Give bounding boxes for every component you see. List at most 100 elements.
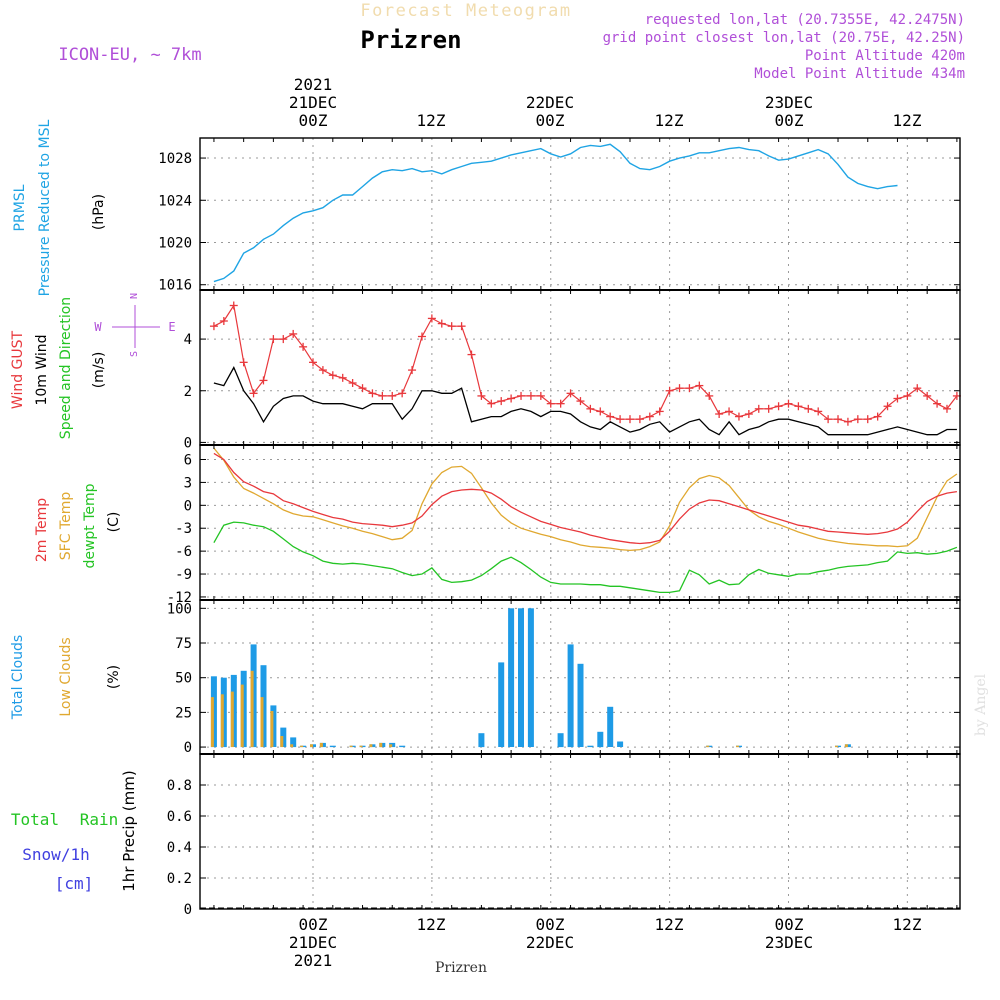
precip-y-tick-label: 0.6 [167, 809, 192, 825]
precip-y-tick-label: 0 [184, 902, 192, 918]
gust-marker [556, 399, 565, 408]
low-cloud-bar [835, 745, 838, 748]
total-cloud-bar [518, 608, 524, 747]
model-label: ICON-EU, ~ 7km [58, 45, 201, 65]
gust-marker [299, 342, 308, 351]
pressure-y-tick-label: 1020 [158, 236, 192, 252]
gust-marker [477, 391, 486, 400]
gust-marker [517, 391, 526, 400]
pressure-label-prmsl: PRMSL [12, 184, 28, 231]
gust-marker [447, 322, 456, 331]
wind-label-10m: 10m Wind [34, 334, 50, 405]
top-day-23dec: 23DEC [765, 93, 813, 112]
info-line-grid-point: grid point closest lon,lat (20.75E, 42.2… [603, 30, 965, 46]
cloud-y-tick-label: 0 [184, 740, 192, 756]
temp-y-tick-label: -3 [175, 521, 192, 537]
gust-marker [209, 322, 218, 331]
cloud-label-low: Low Clouds [58, 637, 74, 716]
grid-layer [200, 138, 960, 910]
wind-label-speed-dir: Speed and Direction [58, 297, 74, 439]
panel-frame-2 [199, 444, 961, 601]
precip-y-tick-label: 0.4 [167, 840, 192, 856]
info-line-altitude: Point Altitude 420m [805, 48, 965, 64]
gust-marker [546, 399, 555, 408]
low-cloud-bar [369, 744, 373, 748]
gust-marker [933, 399, 942, 408]
gust-marker [913, 384, 922, 393]
top-hour-5: 12Z [893, 111, 922, 130]
temp-label-unit: (C) [106, 512, 122, 533]
watermark: by Angel [973, 673, 989, 736]
pressure-y-tick-label: 1024 [158, 193, 192, 209]
gust-marker [843, 417, 852, 426]
gust-marker [576, 397, 585, 406]
bottom-hour-5: 12Z [893, 915, 922, 934]
gust-marker [487, 399, 496, 408]
pressure-y-tick-label: 1016 [158, 278, 192, 294]
gust-marker [318, 366, 327, 375]
total-cloud-bar [587, 745, 594, 748]
total-cloud-bar [597, 731, 604, 748]
temp-y-tick-label: 0 [184, 498, 192, 514]
top-year-label: 2021 [294, 75, 333, 94]
gust-marker [725, 407, 734, 416]
low-cloud-bar [706, 745, 710, 748]
gust-marker [368, 389, 377, 398]
wind-y-tick-label: 4 [184, 332, 192, 348]
cloud-y-tick-label: 75 [175, 636, 192, 652]
low-cloud-bar [319, 742, 323, 748]
low-cloud-bar [310, 744, 313, 748]
info-line-model-altitude: Model Point Altitude 434m [754, 66, 965, 82]
wind-y-tick-label: 2 [184, 384, 192, 400]
temp-label-2m: 2m Temp [34, 498, 50, 562]
top-day-22dec: 22DEC [526, 93, 574, 112]
gust-marker [289, 329, 298, 338]
total-cloud-bar [329, 745, 336, 748]
gust-marker [378, 391, 387, 400]
gust-marker [358, 384, 367, 393]
wind-label-gust: Wind GUST [10, 330, 26, 409]
low-cloud-bar [280, 736, 284, 748]
bottom-hour-2: 00Z [536, 915, 565, 934]
gust-marker [863, 415, 872, 424]
gust-line [213, 303, 958, 423]
top-hour-2: 00Z [536, 111, 565, 130]
gust-marker [705, 391, 714, 400]
total-cloud-bar [577, 663, 584, 747]
info-line-requested: requested lon,lat (20.7355E, 42.2475N) [645, 12, 965, 28]
pressure-line [213, 143, 898, 283]
cloud-y-tick-label: 50 [175, 671, 192, 687]
bottom-hour-3: 12Z [655, 915, 684, 934]
gust-marker [794, 402, 803, 411]
gust-marker [457, 322, 466, 331]
top-hour-3: 12Z [655, 111, 684, 130]
gust-marker [942, 404, 951, 413]
panel-frame-0 [199, 137, 961, 291]
gust-marker [348, 379, 357, 387]
low-cloud-bar [359, 745, 363, 748]
temp-y-tick-label: -6 [175, 544, 192, 560]
bottom-day-22dec: 22DEC [526, 933, 574, 952]
gust-marker [467, 350, 476, 359]
total-cloud-bar [617, 741, 624, 747]
temp-2m-line [213, 452, 957, 545]
temp-label-sfc: SFC Temp [58, 492, 74, 561]
precip-label-total: Total [11, 810, 59, 829]
gust-marker [635, 415, 644, 424]
gust-marker [309, 358, 317, 367]
gust-marker [497, 397, 506, 406]
gust-marker [695, 381, 704, 390]
total-cloud-bar [498, 662, 505, 747]
gust-marker [417, 332, 426, 341]
gust-marker [665, 386, 674, 395]
gust-marker [625, 415, 634, 424]
precip-label-snow: Snow/1h [22, 845, 89, 864]
bottom-day-23dec: 23DEC [765, 933, 813, 952]
gust-marker [784, 399, 793, 408]
gust-marker [507, 394, 516, 403]
gust-marker [883, 402, 892, 411]
gust-marker [269, 335, 278, 344]
gust-marker [814, 407, 823, 416]
